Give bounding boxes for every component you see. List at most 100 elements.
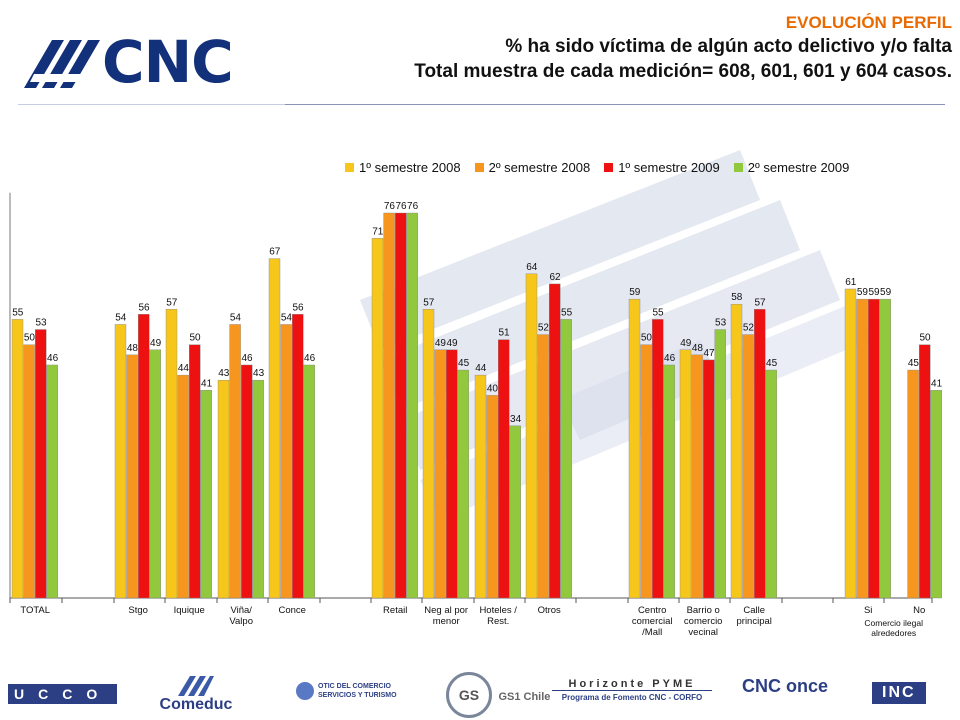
category-label: Viña/ xyxy=(230,605,252,616)
footer-logo-horizonte-sub: Programa de Fomento CNC - CORFO xyxy=(561,693,703,702)
bar-2 xyxy=(126,354,138,599)
bar-3 xyxy=(240,364,253,599)
cnc-logo-text: CNC xyxy=(102,28,234,96)
bar-4 xyxy=(149,349,162,599)
legend-swatch xyxy=(474,163,484,172)
category-label: menor xyxy=(433,616,460,627)
data-label: 48 xyxy=(692,343,704,354)
group-label: alrededores xyxy=(871,628,916,638)
data-label: 55 xyxy=(12,307,24,318)
cnc-logo-icon xyxy=(24,40,100,88)
bar-2 xyxy=(691,354,703,599)
bar-4 xyxy=(879,298,891,599)
data-label: 43 xyxy=(253,368,265,379)
bar-1 xyxy=(474,374,487,599)
footer-logo-ucco: UCCO xyxy=(8,684,118,704)
data-label: 76 xyxy=(395,201,407,212)
data-label: 56 xyxy=(138,302,150,313)
footer-logo-ucco-text: UCCO xyxy=(8,684,118,704)
bar-4 xyxy=(46,364,58,599)
data-label: 45 xyxy=(908,358,920,369)
bar-4 xyxy=(252,379,265,599)
page-header: EVOLUCIÓN PERFIL % ha sido víctima de al… xyxy=(414,12,952,84)
legend-swatch xyxy=(345,163,354,172)
data-label: 76 xyxy=(407,201,419,212)
data-label: 64 xyxy=(526,262,538,273)
category-label: comercial xyxy=(632,616,673,627)
category-label: /Mall xyxy=(642,627,662,638)
bar-2 xyxy=(23,344,35,599)
footer-logo-inc-text: INC xyxy=(872,682,926,704)
category-label: TOTAL xyxy=(20,605,50,616)
bar-3 xyxy=(754,309,766,599)
data-label: 40 xyxy=(487,383,499,394)
data-label: 50 xyxy=(919,333,931,344)
legend-label: 2º semestre 2009 xyxy=(747,160,850,175)
gs1-icon: GS xyxy=(446,672,492,718)
bar-4 xyxy=(663,364,675,599)
bar-3 xyxy=(549,283,561,599)
bar-1 xyxy=(525,273,538,599)
data-label: 50 xyxy=(641,333,653,344)
data-label: 58 xyxy=(731,292,743,303)
otic-icon xyxy=(296,682,314,700)
data-label: 56 xyxy=(292,302,304,313)
data-label: 45 xyxy=(766,358,778,369)
bar-3 xyxy=(35,329,47,599)
bar-3 xyxy=(919,344,931,599)
bar-3 xyxy=(395,212,407,599)
data-label: 46 xyxy=(664,353,676,364)
data-label: 49 xyxy=(435,338,447,349)
data-label: 67 xyxy=(269,247,281,258)
footer-logos: UCCO Comeduc OTIC DEL COMERCIO SERVICIOS… xyxy=(0,668,960,720)
legend-item: 2º semestre 2009 xyxy=(733,160,850,175)
category-label: Valpo xyxy=(229,616,253,627)
legend-label: 2º semestre 2008 xyxy=(488,160,591,175)
data-label: 54 xyxy=(230,312,242,323)
data-label: 52 xyxy=(743,323,755,334)
category-label: comercio xyxy=(684,616,723,627)
header-title: EVOLUCIÓN PERFIL xyxy=(785,13,952,32)
footer-logo-cnc-once-text: CNC once xyxy=(742,676,829,696)
data-label: 43 xyxy=(218,368,230,379)
bar-4 xyxy=(303,364,315,599)
data-label: 46 xyxy=(304,353,316,364)
data-label: 52 xyxy=(538,323,550,334)
data-label: 71 xyxy=(372,226,384,237)
bar-4 xyxy=(200,390,213,599)
bar-1 xyxy=(628,298,641,599)
category-label: Stgo xyxy=(128,605,148,616)
bar-chart: 55 54 57 43 67 71 57 44 64 59 49 58 61 50 48 44 54 54 76 49… xyxy=(9,192,943,638)
footer-logo-otic: OTIC DEL COMERCIO SERVICIOS Y TURISMO xyxy=(296,682,416,700)
footer-logo-inc: INC xyxy=(872,682,926,704)
bar-2 xyxy=(280,324,292,599)
category-label: Iquique xyxy=(174,605,205,616)
data-label: 54 xyxy=(281,312,293,323)
bar-1 xyxy=(11,319,24,599)
bar-1 xyxy=(679,349,692,599)
bar-3 xyxy=(292,314,304,599)
comeduc-icon xyxy=(178,676,214,696)
bar-1 xyxy=(165,309,178,599)
data-label: 44 xyxy=(178,363,190,374)
data-label: 59 xyxy=(629,287,641,298)
bar-4 xyxy=(406,212,418,599)
footer-logo-gs1-text: GS1 Chile xyxy=(498,691,551,703)
data-label: 53 xyxy=(35,318,47,329)
data-label: 54 xyxy=(115,312,127,323)
header-divider xyxy=(285,104,945,105)
bar-2 xyxy=(229,324,241,599)
category-label: Otros xyxy=(538,605,561,616)
category-label: Hoteles / xyxy=(479,605,517,616)
bar-1 xyxy=(730,303,743,599)
data-label: 76 xyxy=(384,201,396,212)
data-label: 49 xyxy=(446,338,458,349)
footer-logo-gs1: GS GS1 Chile xyxy=(446,672,550,718)
bar-4 xyxy=(509,425,521,599)
bar-2 xyxy=(640,344,652,599)
cnc-logo: CNC xyxy=(24,28,234,96)
category-label: Conce xyxy=(278,605,305,616)
category-label: Centro xyxy=(638,605,667,616)
bar-3 xyxy=(446,349,458,599)
bar-2 xyxy=(486,395,498,599)
